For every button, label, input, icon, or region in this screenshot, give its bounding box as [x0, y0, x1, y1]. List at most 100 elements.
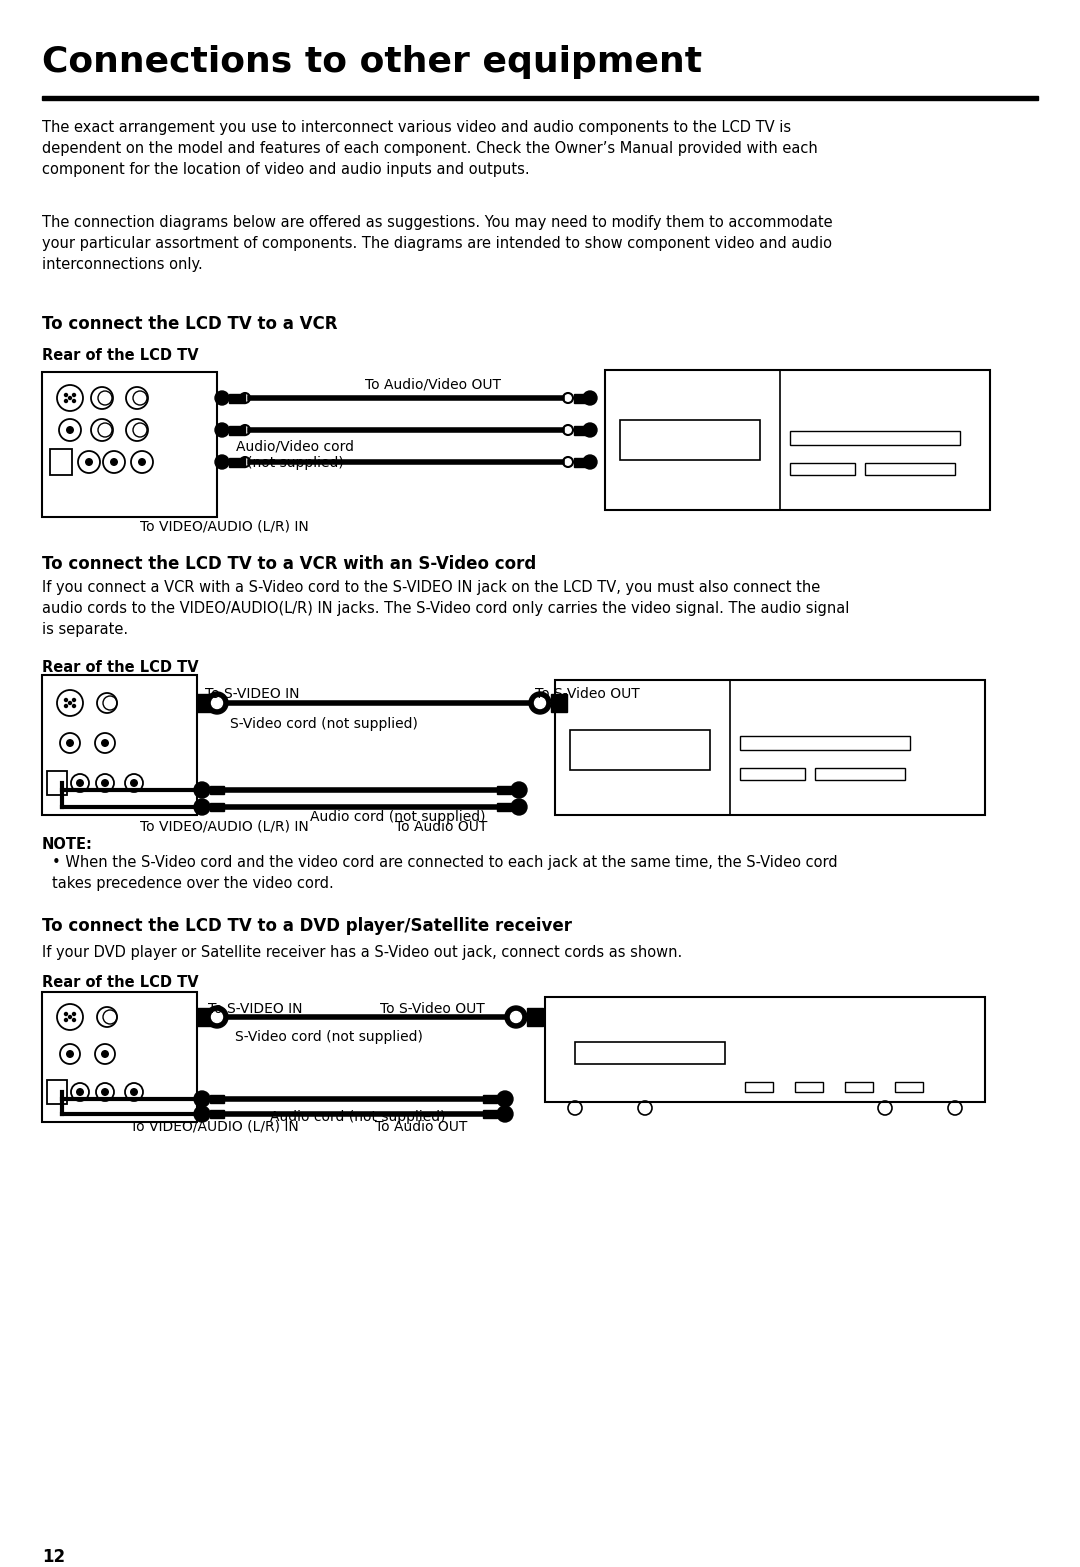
Circle shape	[102, 779, 109, 787]
Circle shape	[583, 392, 597, 404]
Text: To VIDEO/AUDIO (L/R) IN: To VIDEO/AUDIO (L/R) IN	[140, 820, 309, 834]
Bar	[795, 1081, 823, 1092]
Text: To connect the LCD TV to a DVD player/Satellite receiver: To connect the LCD TV to a DVD player/Sa…	[42, 917, 572, 935]
Text: S-Video cord (not supplied): S-Video cord (not supplied)	[230, 718, 418, 730]
Text: If your DVD player or Satellite receiver has a S-Video out jack, connect cords a: If your DVD player or Satellite receiver…	[42, 945, 683, 961]
Text: To Audio OUT: To Audio OUT	[375, 1120, 468, 1135]
Bar	[573, 393, 590, 403]
Text: To connect the LCD TV to a VCR with an S-Video cord: To connect the LCD TV to a VCR with an S…	[42, 555, 537, 574]
Text: To VIDEO/AUDIO (L/R) IN: To VIDEO/AUDIO (L/R) IN	[140, 520, 309, 534]
Circle shape	[66, 740, 75, 747]
Circle shape	[583, 423, 597, 437]
Bar	[740, 768, 805, 780]
Circle shape	[72, 1019, 76, 1022]
Text: The connection diagrams below are offered as suggestions. You may need to modify: The connection diagrams below are offere…	[42, 215, 833, 273]
Bar	[745, 1081, 773, 1092]
Bar	[210, 1095, 224, 1103]
Bar	[48, 771, 67, 794]
Text: Audio cord (not supplied): Audio cord (not supplied)	[310, 810, 486, 824]
Text: NOTE:: NOTE:	[42, 837, 93, 852]
Circle shape	[583, 454, 597, 469]
Circle shape	[529, 693, 551, 715]
Circle shape	[110, 458, 118, 465]
Bar	[42, 992, 197, 1122]
Circle shape	[76, 1087, 84, 1095]
Text: To Audio OUT: To Audio OUT	[395, 820, 487, 834]
Circle shape	[212, 697, 222, 708]
Text: Connections to other equipment: Connections to other equipment	[42, 45, 702, 78]
Circle shape	[511, 799, 527, 815]
Bar	[197, 1008, 213, 1026]
Bar	[527, 1008, 543, 1026]
Circle shape	[72, 400, 76, 403]
Circle shape	[497, 1106, 513, 1122]
Bar	[42, 675, 197, 815]
Circle shape	[535, 697, 545, 708]
Bar	[42, 96, 1038, 100]
Circle shape	[497, 1091, 513, 1106]
Text: To connect the LCD TV to a VCR: To connect the LCD TV to a VCR	[42, 315, 337, 334]
Bar	[497, 802, 511, 812]
Circle shape	[194, 1106, 210, 1122]
Circle shape	[215, 423, 229, 437]
Circle shape	[138, 458, 146, 465]
Circle shape	[72, 1012, 76, 1015]
Bar	[570, 730, 710, 769]
Bar	[48, 1080, 67, 1105]
Text: Rear of the LCD TV: Rear of the LCD TV	[42, 348, 199, 364]
Text: The exact arrangement you use to interconnect various video and audio components: The exact arrangement you use to interco…	[42, 121, 818, 177]
Circle shape	[206, 1006, 228, 1028]
Circle shape	[68, 702, 71, 705]
Bar	[497, 787, 511, 794]
Circle shape	[206, 693, 228, 715]
Circle shape	[215, 392, 229, 404]
Bar	[789, 431, 960, 445]
Circle shape	[511, 782, 527, 798]
Circle shape	[72, 705, 76, 707]
Bar	[197, 694, 213, 711]
Circle shape	[65, 400, 67, 403]
Circle shape	[130, 779, 138, 787]
Bar	[210, 1109, 224, 1117]
Bar	[545, 997, 985, 1102]
Circle shape	[215, 454, 229, 469]
Bar	[50, 450, 72, 475]
Circle shape	[85, 458, 93, 465]
Circle shape	[68, 396, 71, 400]
Bar	[865, 462, 955, 475]
Circle shape	[102, 1087, 109, 1095]
Circle shape	[66, 1050, 75, 1058]
Text: To S-Video OUT: To S-Video OUT	[535, 686, 639, 700]
Text: To S-Video OUT: To S-Video OUT	[380, 1001, 485, 1015]
Circle shape	[72, 393, 76, 396]
Circle shape	[65, 1012, 67, 1015]
Text: To S-VIDEO IN: To S-VIDEO IN	[205, 686, 299, 700]
Circle shape	[72, 699, 76, 702]
Bar	[210, 802, 224, 812]
Text: • When the S-Video cord and the video cord are connected to each jack at the sam: • When the S-Video cord and the video co…	[52, 856, 838, 892]
Bar	[605, 370, 990, 509]
Circle shape	[65, 705, 67, 707]
Circle shape	[65, 1019, 67, 1022]
Bar	[575, 1042, 725, 1064]
Circle shape	[102, 740, 109, 747]
Circle shape	[505, 1006, 527, 1028]
Bar	[845, 1081, 873, 1092]
Text: To S-VIDEO IN: To S-VIDEO IN	[208, 1001, 302, 1015]
Text: 12: 12	[42, 1548, 65, 1565]
Text: To Audio/Video OUT: To Audio/Video OUT	[365, 378, 501, 392]
Circle shape	[511, 1012, 522, 1023]
Circle shape	[194, 799, 210, 815]
Text: Audio cord (not supplied): Audio cord (not supplied)	[270, 1109, 446, 1124]
Text: Audio/Video cord
(not supplied): Audio/Video cord (not supplied)	[237, 440, 354, 470]
Circle shape	[65, 699, 67, 702]
Circle shape	[194, 1091, 210, 1106]
Bar	[895, 1081, 923, 1092]
Circle shape	[212, 1012, 222, 1023]
Bar	[229, 458, 245, 467]
Bar	[555, 680, 985, 815]
Text: Rear of the LCD TV: Rear of the LCD TV	[42, 660, 199, 675]
Bar	[483, 1109, 497, 1117]
Bar	[573, 458, 590, 467]
Circle shape	[130, 1087, 138, 1095]
